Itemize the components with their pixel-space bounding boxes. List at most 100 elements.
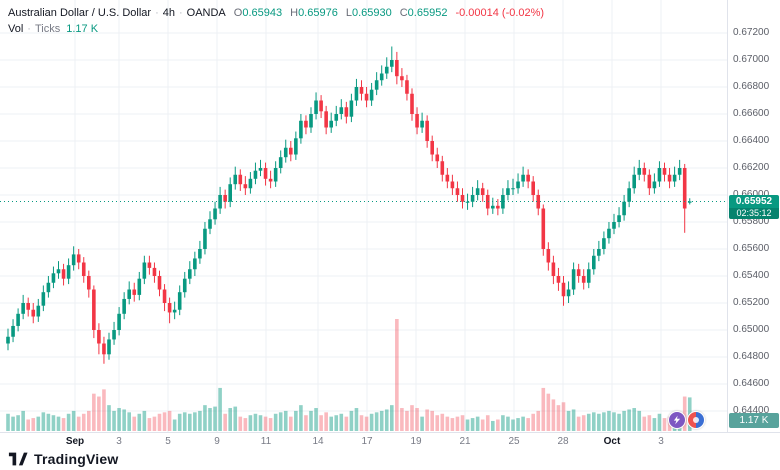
volume-bar (647, 415, 652, 431)
price-axis-label: 0.67200 (733, 27, 770, 38)
price-axis-label: 0.65600 (733, 243, 770, 254)
candle-body (36, 305, 41, 317)
volume-bar (506, 416, 510, 431)
volume-bar (273, 413, 278, 431)
volume-bar (66, 413, 71, 431)
candle-body (435, 154, 440, 162)
tradingview-attribution[interactable]: TradingView (8, 448, 118, 470)
candle-body (400, 76, 404, 81)
candle-body (283, 147, 288, 158)
candle-body (592, 255, 596, 270)
volume-bar (349, 410, 354, 431)
volume-bar (344, 416, 349, 431)
time-axis-month-label: Sep (65, 436, 85, 447)
volume-bar (536, 410, 541, 431)
interval-label[interactable]: 4h (162, 7, 175, 19)
time-axis-month-label: Oct (603, 436, 621, 447)
volume-bar (364, 416, 369, 431)
candle-body (379, 73, 384, 81)
candle-body (364, 93, 369, 101)
volume-bar (228, 408, 232, 431)
candle-body (374, 80, 379, 90)
volume-bar (92, 393, 96, 431)
candle-body (132, 289, 137, 295)
candle-body (491, 205, 495, 209)
volume-bar (617, 413, 621, 431)
tradingview-logo-icon (8, 451, 28, 467)
price-axis[interactable]: 0.65952 02:35:12 1.17 K 0.67200 0.67000 0.… (727, 0, 780, 432)
volume-bar (263, 416, 268, 431)
volume-bar (193, 412, 197, 431)
volume-bar (188, 413, 192, 431)
candle-body (61, 269, 66, 279)
open-letter: O (233, 7, 243, 19)
current-price-badge: 0.65952 02:35:12 (729, 195, 779, 219)
candle-body (223, 195, 227, 202)
volume-bar (248, 415, 253, 431)
time-axis[interactable]: Sep 3 5 9 11 14 17 19 21 25 28 Oct 3 (0, 432, 780, 450)
candle-body (71, 254, 76, 266)
price-axis-label: 0.66800 (733, 81, 770, 92)
volume-bar (253, 413, 258, 431)
candle-body (586, 269, 591, 283)
volume-bar (147, 418, 152, 431)
candle-body (475, 188, 480, 195)
lightning-event-icon[interactable] (668, 411, 686, 429)
candle-body (546, 249, 551, 263)
volume-bar (395, 319, 399, 431)
candle-body (359, 87, 364, 94)
candle-body (167, 303, 172, 313)
candle-body (531, 181, 535, 195)
volume-bar (374, 412, 379, 431)
volume-bar (6, 413, 10, 431)
candle-body (152, 267, 157, 276)
volume-bar (491, 420, 495, 431)
candle-body (162, 289, 167, 303)
volume-bar (309, 410, 313, 431)
volume-indicator-label[interactable]: Vol (8, 23, 24, 35)
time-axis-label: 19 (410, 436, 422, 447)
bar-countdown: 02:35:12 (729, 208, 779, 219)
volume-bar (127, 412, 131, 431)
volume-bar (243, 418, 248, 431)
volume-bar (581, 415, 586, 431)
volume-bar (268, 418, 273, 431)
candlestick-chart-canvas[interactable] (0, 0, 727, 432)
candle-body (268, 178, 273, 182)
candle-body (157, 276, 162, 290)
candle-body (92, 289, 96, 330)
volume-bar (258, 415, 263, 431)
candle-body (460, 195, 465, 202)
candle-body (66, 265, 71, 279)
volume-bar (354, 408, 359, 431)
volume-bar (167, 410, 172, 431)
time-axis-label: 14 (312, 436, 324, 447)
candle-body (470, 195, 475, 202)
candle-body (6, 336, 10, 344)
volume-bar (592, 412, 596, 431)
symbol-name[interactable]: Australian Dollar / U.S. Dollar (8, 7, 152, 19)
volume-bar (571, 409, 576, 431)
candle-body (26, 303, 30, 310)
volume-bar (410, 405, 414, 431)
volume-bar (632, 408, 636, 431)
volume-bar (586, 413, 591, 431)
volume-bar (642, 416, 647, 431)
volume-bar (445, 416, 450, 431)
candle-body (278, 157, 283, 168)
low-value: 0.65930 (351, 7, 392, 19)
candle-body (687, 201, 692, 203)
volume-bar (546, 393, 551, 431)
low-letter: L (345, 7, 352, 19)
economic-event-icon[interactable] (687, 411, 705, 429)
candle-body (576, 269, 581, 276)
event-dot-icon (693, 417, 699, 423)
exchange-label[interactable]: OANDA (186, 7, 226, 19)
candle-body (31, 309, 36, 317)
candle-body (617, 215, 621, 222)
candle-body (410, 93, 414, 114)
candle-body (551, 262, 556, 276)
volume-bar (238, 416, 243, 431)
change-value: -0.00014 (-0.02%) (455, 7, 545, 19)
candle-body (526, 174, 530, 182)
